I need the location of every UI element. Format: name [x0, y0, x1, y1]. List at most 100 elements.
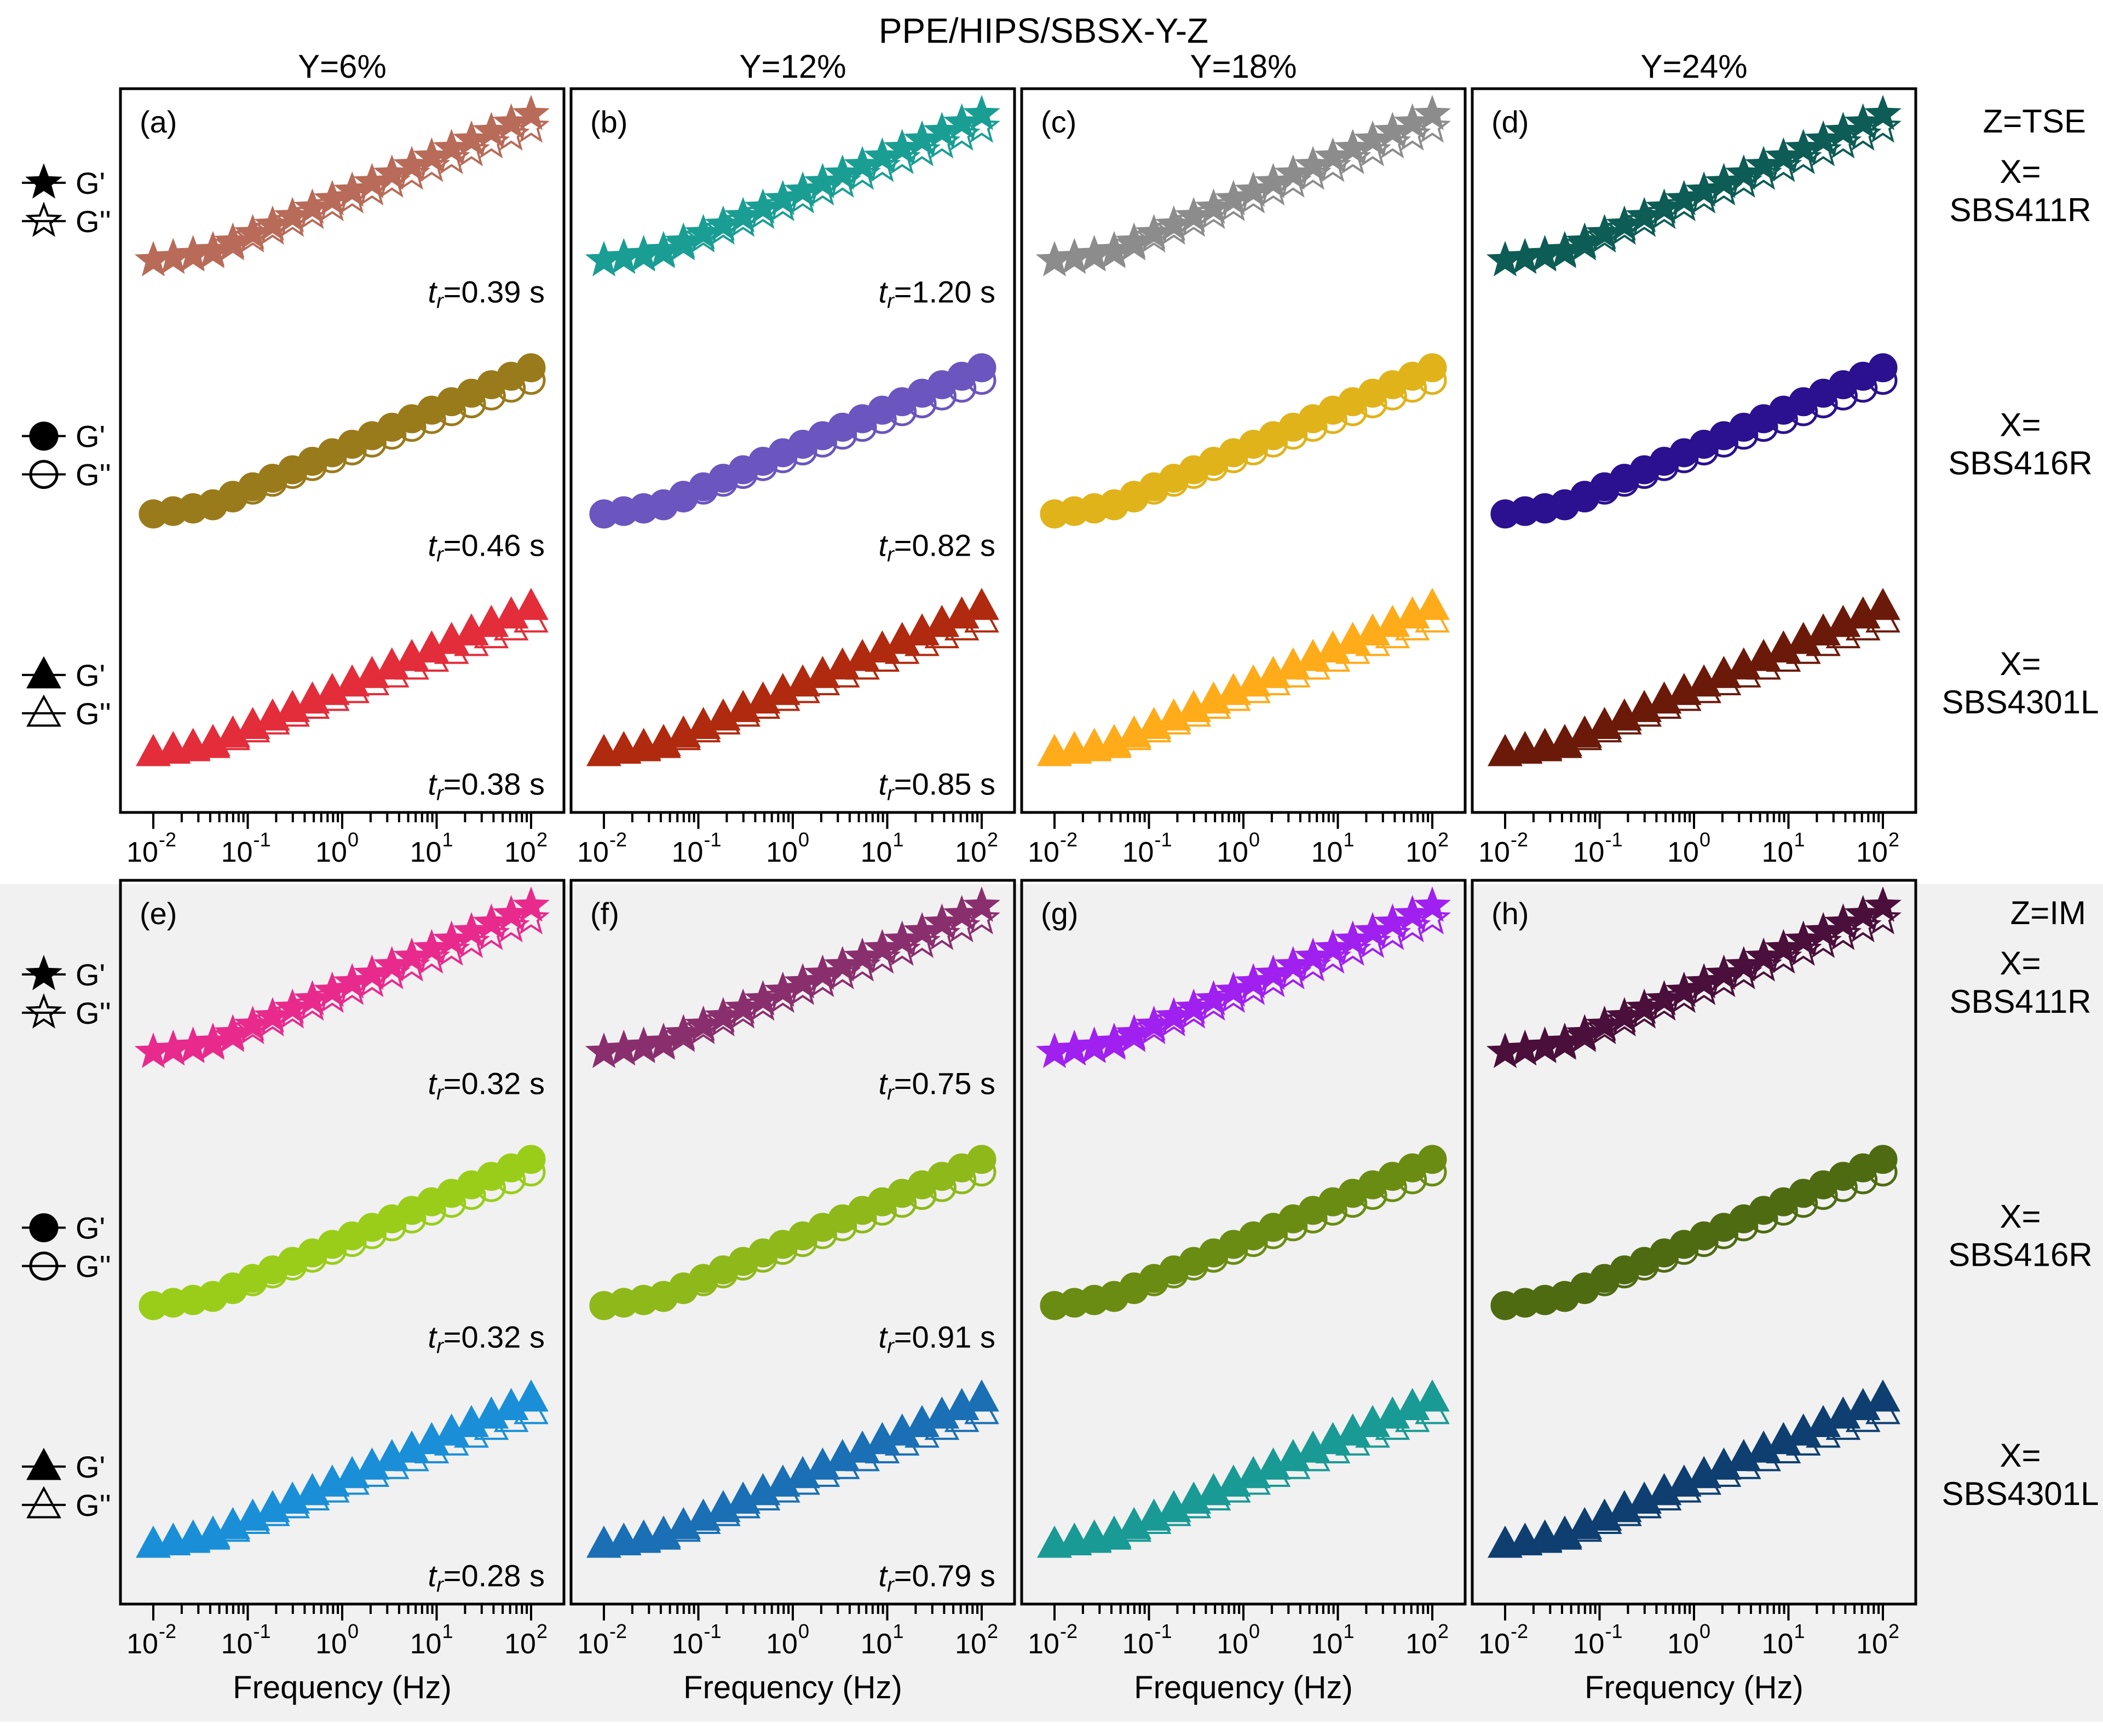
data-point — [194, 230, 232, 267]
data-point — [964, 587, 999, 620]
data-point — [373, 154, 411, 190]
x-tick-exponent: -2 — [609, 828, 627, 851]
data-point — [1334, 129, 1372, 165]
x-material-label-line2: SBS4301L — [1942, 1475, 2099, 1512]
data-point — [512, 886, 550, 922]
row-labels: Z=TSE Z=IM — [1983, 103, 2086, 931]
data-point — [1214, 180, 1252, 216]
data-point — [963, 95, 1000, 130]
x-tick-exponent: -1 — [1155, 828, 1172, 851]
legend-marker-triangle — [26, 694, 61, 727]
data-point — [1415, 1379, 1450, 1412]
data-point — [823, 945, 861, 982]
data-point — [1705, 163, 1743, 199]
x-tick-exponent: -2 — [609, 1620, 627, 1642]
data-point — [1414, 886, 1451, 922]
data-point — [516, 1145, 546, 1174]
data-point — [214, 1014, 252, 1049]
data-point — [1805, 912, 1842, 948]
x-tick-label: 10 — [577, 1628, 609, 1660]
data-point — [883, 129, 921, 165]
data-point — [684, 214, 722, 250]
x-tick-exponent: 0 — [1699, 1620, 1710, 1642]
x-material-label-line1: X= — [2000, 1198, 2041, 1235]
figure-title: PPE/HIPS/SBSX-Y-Z — [879, 11, 1208, 50]
x-tick-exponent: 0 — [1699, 828, 1710, 851]
data-point — [724, 197, 762, 233]
x-tick-exponent: -1 — [253, 828, 271, 851]
x-tick-exponent: -2 — [1060, 1620, 1078, 1642]
data-point — [1214, 971, 1252, 1007]
x-tick-label: 10 — [1217, 837, 1248, 868]
data-point — [1844, 895, 1882, 931]
x-tick-label: 10 — [1311, 1628, 1343, 1660]
panel-label: (a) — [140, 105, 177, 139]
data-point — [1566, 1014, 1604, 1049]
data-point — [1824, 112, 1862, 147]
legend-marker-star — [25, 955, 62, 990]
x-tick-label: 10 — [955, 837, 987, 868]
data-point — [1155, 997, 1192, 1033]
data-point — [1566, 222, 1604, 258]
x-material-label-line1: X= — [2000, 1437, 2041, 1474]
legend-label: G'' — [76, 1488, 111, 1522]
data-point — [1254, 163, 1292, 199]
relaxation-time: tr=0.82 s — [879, 528, 995, 566]
x-axis-label: Frequency (Hz) — [683, 1670, 902, 1705]
data-point — [293, 188, 331, 224]
data-point — [214, 222, 252, 258]
relaxation-time: tr=1.20 s — [879, 275, 995, 313]
data-point — [1274, 154, 1312, 190]
x-tick-exponent: 1 — [1344, 828, 1355, 851]
data-point — [744, 188, 782, 224]
data-point — [1546, 230, 1583, 267]
legend-marker-triangle — [26, 656, 61, 689]
x-tick-label: 10 — [766, 837, 798, 868]
x-tick-exponent: 2 — [537, 1620, 548, 1642]
data-point — [512, 95, 550, 130]
data-point — [1605, 205, 1643, 241]
x-tick-exponent: 0 — [798, 828, 809, 851]
row-label: Z=TSE — [1983, 103, 2086, 140]
x-tick-label: 10 — [577, 837, 609, 868]
x-tick-exponent: -2 — [1060, 828, 1078, 851]
x-axis-label: Frequency (Hz) — [233, 1670, 452, 1705]
data-point — [1155, 205, 1192, 241]
x-tick-label: 10 — [1856, 837, 1888, 868]
data-point — [453, 120, 491, 156]
data-point — [1393, 895, 1431, 931]
x-tick-label: 10 — [410, 1628, 442, 1660]
relaxation-time: tr=0.32 s — [428, 1319, 545, 1358]
data-point — [1725, 945, 1762, 982]
x-tick-label: 10 — [1311, 837, 1343, 868]
x-tick-label: 10 — [315, 1628, 347, 1660]
panel-label: (e) — [140, 896, 177, 931]
data-point — [1665, 971, 1703, 1007]
x-tick-exponent: -1 — [1155, 1620, 1172, 1642]
relaxation-time: tr=0.32 s — [428, 1066, 545, 1105]
data-point — [393, 146, 431, 181]
legend-label: G'' — [76, 696, 111, 731]
x-tick-label: 10 — [672, 1628, 704, 1660]
legend-label: G' — [76, 1450, 105, 1484]
legend-label: G' — [76, 658, 105, 693]
data-point — [764, 180, 802, 216]
data-point — [353, 954, 391, 990]
x-tick-exponent: -2 — [159, 1620, 176, 1642]
legend-marker-star — [25, 163, 62, 199]
legend-label: G'' — [76, 1249, 111, 1284]
x-tick-exponent: 1 — [893, 1620, 904, 1642]
x-tick-exponent: 0 — [798, 1620, 809, 1642]
data-point — [804, 163, 842, 199]
data-point — [1824, 903, 1862, 939]
x-tick-label: 10 — [504, 1628, 536, 1660]
x-tick-label: 10 — [1667, 837, 1699, 868]
data-point — [1175, 988, 1213, 1024]
x-material-label-line2: SBS4301L — [1942, 684, 2099, 720]
data-point — [1586, 1005, 1623, 1041]
column-header: Y=24% — [1640, 48, 1747, 85]
data-point — [1705, 954, 1743, 990]
